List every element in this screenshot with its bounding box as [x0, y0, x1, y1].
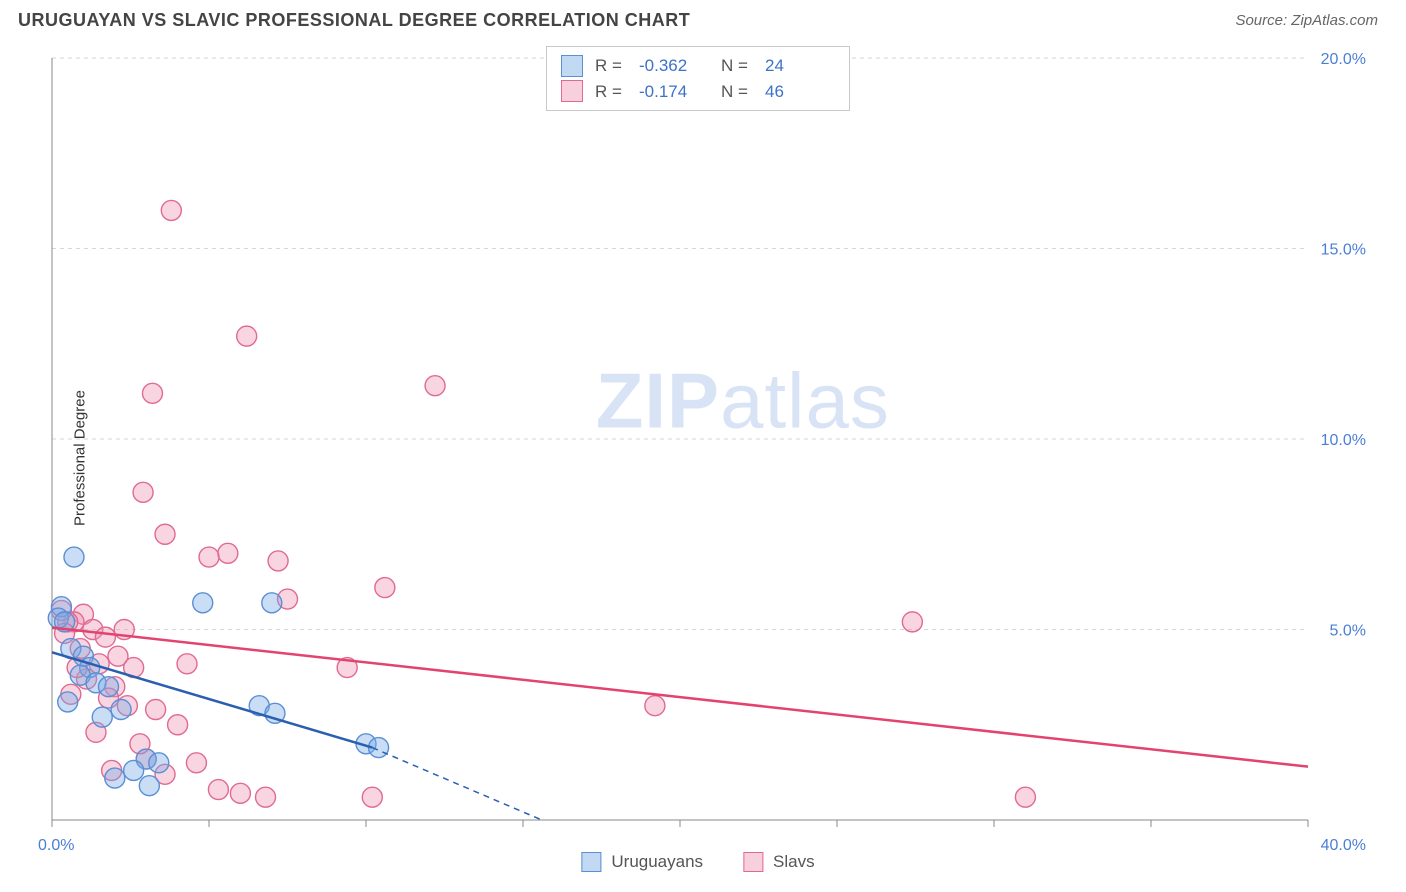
legend-label: Slavs	[773, 852, 815, 872]
swatch-blue-icon	[561, 55, 583, 77]
svg-text:10.0%: 10.0%	[1321, 432, 1366, 449]
legend-item-slavs: Slavs	[743, 852, 815, 872]
n-value: 46	[765, 79, 835, 105]
chart-container: Professional Degree 5.0% 10.0% 15.0% 20.0% 0…	[18, 44, 1378, 872]
swatch-pink-icon	[561, 80, 583, 102]
svg-text:40.0%: 40.0%	[1321, 837, 1366, 854]
legend-label: Uruguayans	[611, 852, 703, 872]
r-value: -0.174	[639, 79, 709, 105]
correlation-chart: 5.0% 10.0% 15.0% 20.0% 0.0% 40.0% ZIPatlas	[18, 44, 1378, 872]
page-title: URUGUAYAN VS SLAVIC PROFESSIONAL DEGREE …	[18, 10, 690, 31]
swatch-blue-icon	[581, 852, 601, 872]
legend-row-uruguayans: R = -0.362 N = 24	[561, 53, 835, 79]
n-label: N =	[721, 79, 753, 105]
legend-correlation: R = -0.362 N = 24 R = -0.174 N = 46	[546, 46, 850, 111]
svg-text:ZIPatlas: ZIPatlas	[596, 357, 890, 445]
n-label: N =	[721, 53, 753, 79]
legend-item-uruguayans: Uruguayans	[581, 852, 703, 872]
r-value: -0.362	[639, 53, 709, 79]
r-label: R =	[595, 53, 627, 79]
n-value: 24	[765, 53, 835, 79]
r-label: R =	[595, 79, 627, 105]
svg-text:5.0%: 5.0%	[1330, 623, 1366, 640]
swatch-pink-icon	[743, 852, 763, 872]
svg-text:0.0%: 0.0%	[38, 837, 74, 854]
y-axis-label: Professional Degree	[71, 390, 88, 526]
legend-row-slavs: R = -0.174 N = 46	[561, 79, 835, 105]
svg-text:15.0%: 15.0%	[1321, 242, 1366, 259]
source-credit: Source: ZipAtlas.com	[1235, 12, 1378, 29]
svg-text:20.0%: 20.0%	[1321, 51, 1366, 68]
legend-series: Uruguayans Slavs	[581, 852, 814, 872]
